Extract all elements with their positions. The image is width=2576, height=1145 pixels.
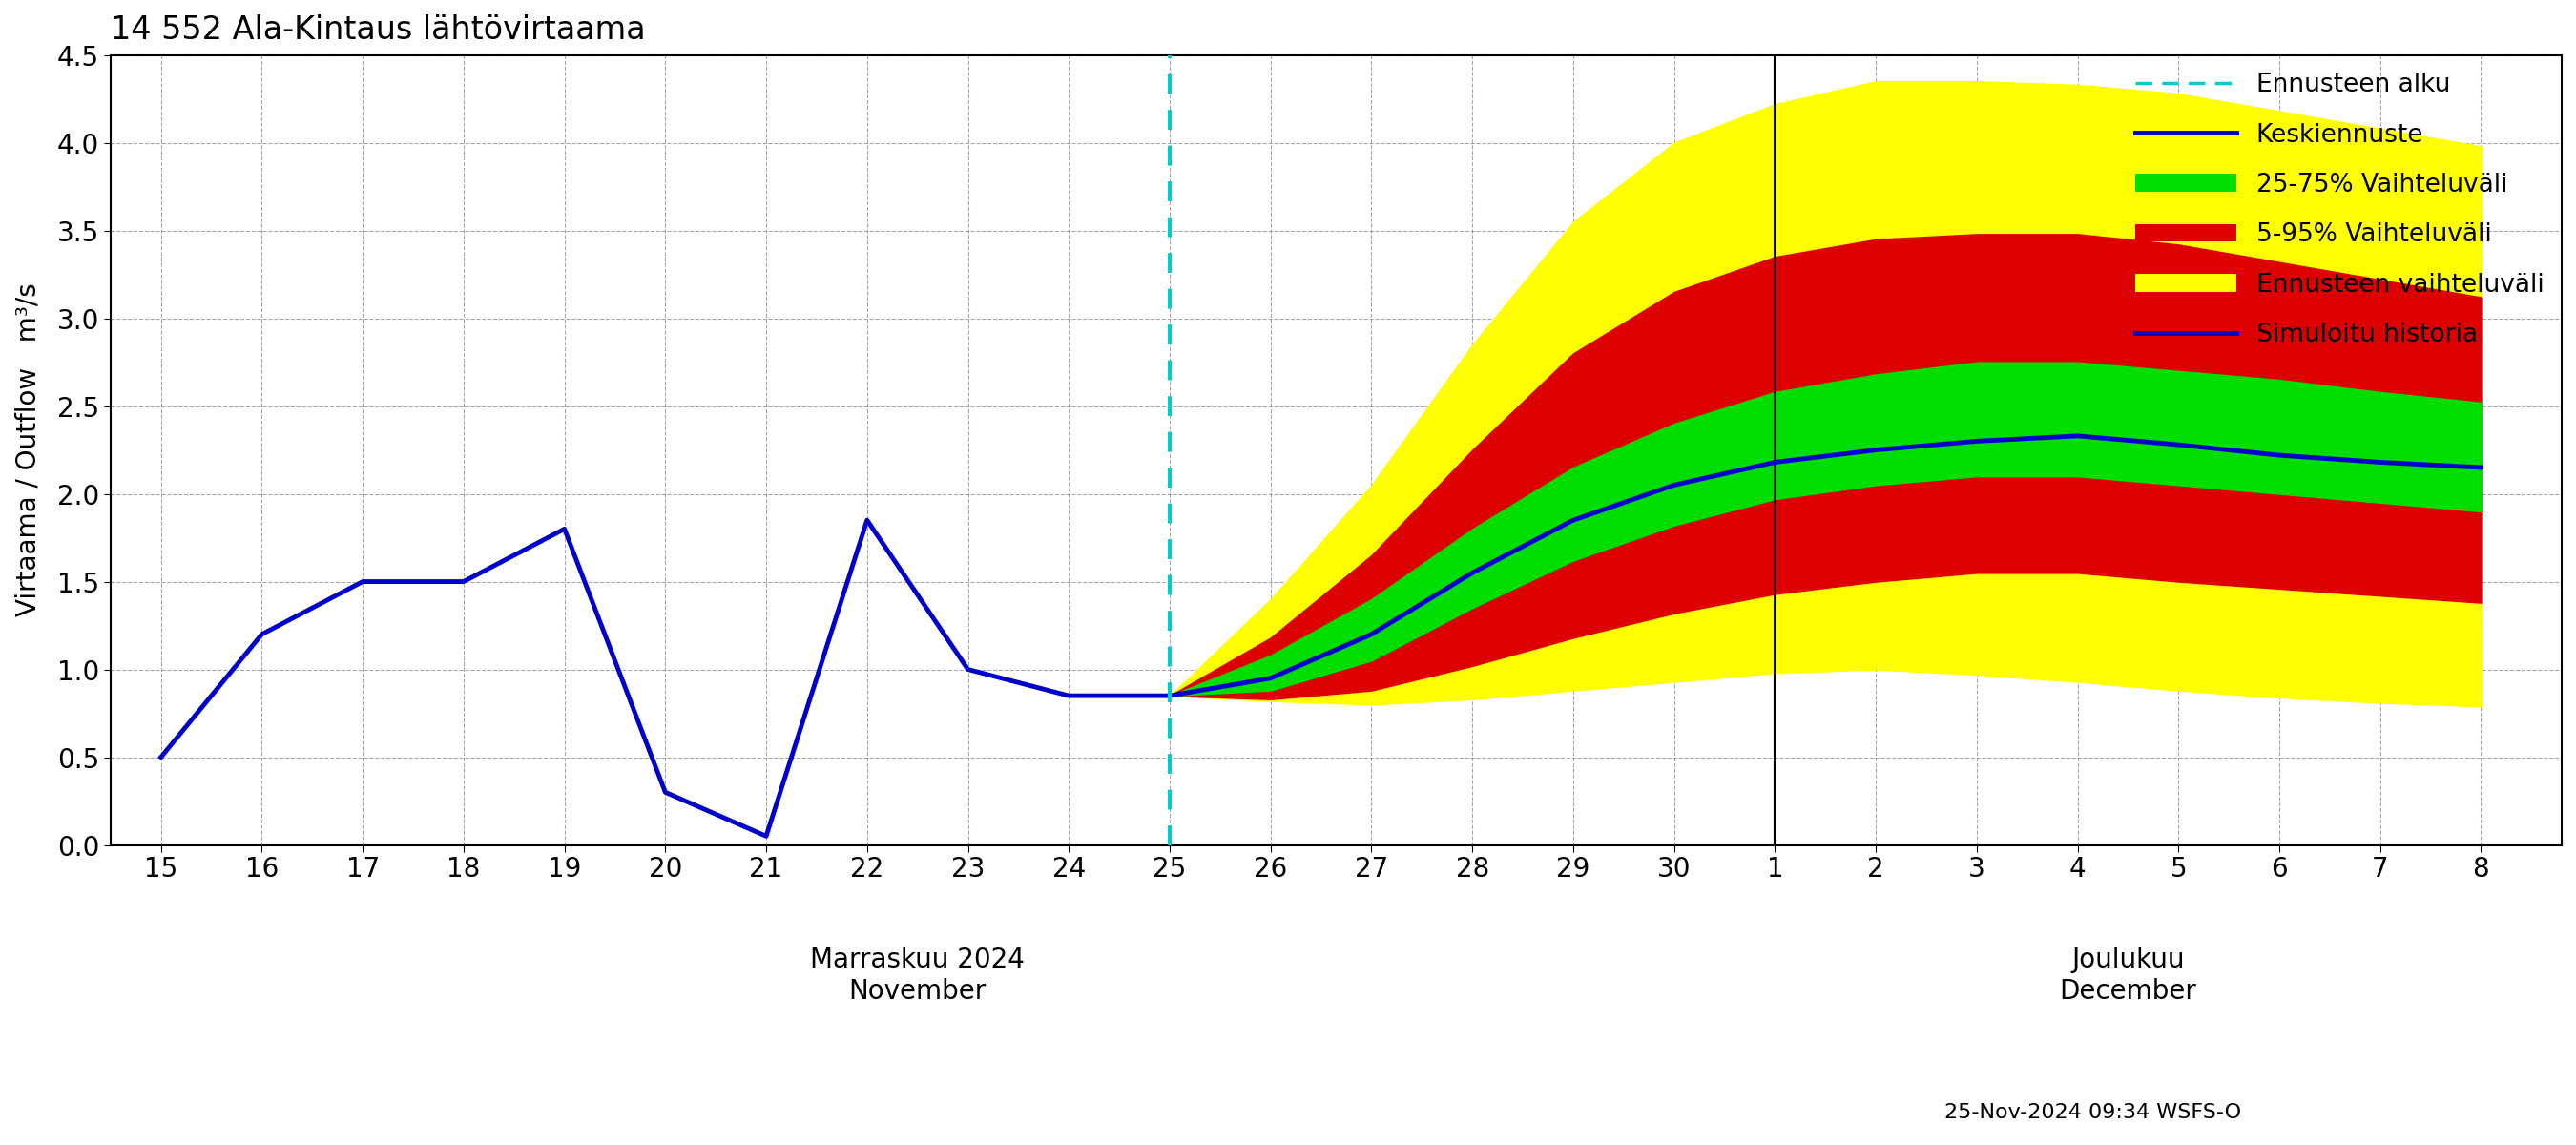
Text: 25-Nov-2024 09:34 WSFS-O: 25-Nov-2024 09:34 WSFS-O bbox=[1945, 1103, 2241, 1122]
Legend: Ennusteen alku, Keskiennuste, 25-75% Vaihteluväli, 5-95% Vaihteluväli, Ennusteen: Ennusteen alku, Keskiennuste, 25-75% Vai… bbox=[2125, 63, 2555, 357]
Text: Joulukuu
December: Joulukuu December bbox=[2058, 947, 2197, 1004]
Text: Marraskuu 2024
November: Marraskuu 2024 November bbox=[811, 947, 1025, 1004]
Y-axis label: Virtaama / Outflow   m³/s: Virtaama / Outflow m³/s bbox=[15, 283, 41, 617]
Text: 14 552 Ala-Kintaus lähtövirtaama: 14 552 Ala-Kintaus lähtövirtaama bbox=[111, 14, 647, 46]
